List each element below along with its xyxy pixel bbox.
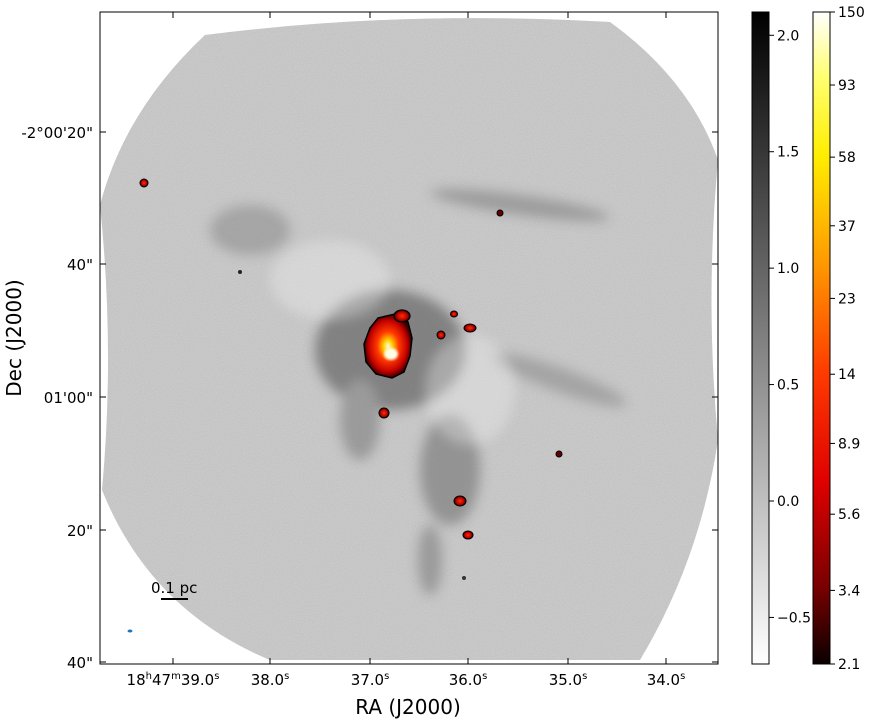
colorbar-hot-tick-label: 58 bbox=[838, 150, 856, 166]
y-axis: -2°00'20" 40" 01'00" 20" 40" bbox=[21, 124, 718, 672]
colorbar-hot-tick-label: 23 bbox=[838, 291, 856, 307]
y-tick-label: -2°00'20" bbox=[21, 124, 93, 142]
colorbar-hot-tick-label: 150 bbox=[838, 5, 865, 21]
negative-lobes bbox=[270, 240, 515, 445]
scalebar-label: 0.1 pc bbox=[151, 579, 197, 597]
x-tick-label: 34.0s bbox=[647, 671, 686, 689]
colorbar-grayscale: 2.0 1.5 1.0 0.5 0.0 −0.5 bbox=[751, 11, 811, 665]
x-tick-label: 38.0s bbox=[251, 671, 290, 689]
x-tick-label: 37.0s bbox=[351, 671, 390, 689]
y-tick-label: 40" bbox=[67, 654, 93, 672]
colorbar-gray-tick-label: 2.0 bbox=[777, 28, 799, 44]
scalebar: 0.1 pc bbox=[151, 579, 197, 600]
colorbar-gray-tick-label: 1.5 bbox=[777, 145, 799, 161]
colorbar-hot: 150 93 58 37 23 14 8.9 5.6 3.4 2.1 bbox=[812, 5, 865, 673]
x-tick-label: 35.0s bbox=[549, 671, 588, 689]
y-tick-label: 01'00" bbox=[44, 389, 93, 407]
colorbar-gray-tick-label: 1.0 bbox=[777, 261, 799, 277]
colorbar-hot-tick-label: 3.4 bbox=[838, 583, 860, 599]
colorbar-hot-tick-label: 14 bbox=[838, 367, 856, 383]
x-axis: 18h47m39.0s 38.0s 37.0s 36.0s 35.0s 34.0s bbox=[127, 12, 686, 689]
colorbar-hot-tick-label: 93 bbox=[838, 78, 856, 94]
y-tick-label: 20" bbox=[67, 522, 93, 540]
colorbar-gray-tick-label: 0.5 bbox=[777, 378, 799, 394]
y-tick-label: 40" bbox=[67, 256, 93, 274]
colorbar-hot-tick-label: 37 bbox=[838, 219, 856, 235]
colorbar-hot-tick-label: 5.6 bbox=[838, 507, 860, 523]
colorbar-gray-tick-label: 0.0 bbox=[777, 494, 799, 510]
x-tick-label: 18h47m39.0s bbox=[127, 671, 220, 689]
colorbar-hot-tick-label: 8.9 bbox=[838, 436, 860, 452]
hot-core-region bbox=[139, 178, 563, 580]
plot-frame bbox=[99, 11, 719, 665]
beam-ellipse bbox=[127, 629, 133, 633]
x-axis-label: RA (J2000) bbox=[355, 695, 461, 719]
colorbar-hot-tick-label: 2.1 bbox=[838, 657, 860, 673]
map-image bbox=[100, 18, 718, 661]
x-tick-label: 36.0s bbox=[449, 671, 488, 689]
colorbar-gray-tick-label: −0.5 bbox=[777, 610, 811, 626]
y-axis-label: Dec (J2000) bbox=[2, 279, 26, 396]
